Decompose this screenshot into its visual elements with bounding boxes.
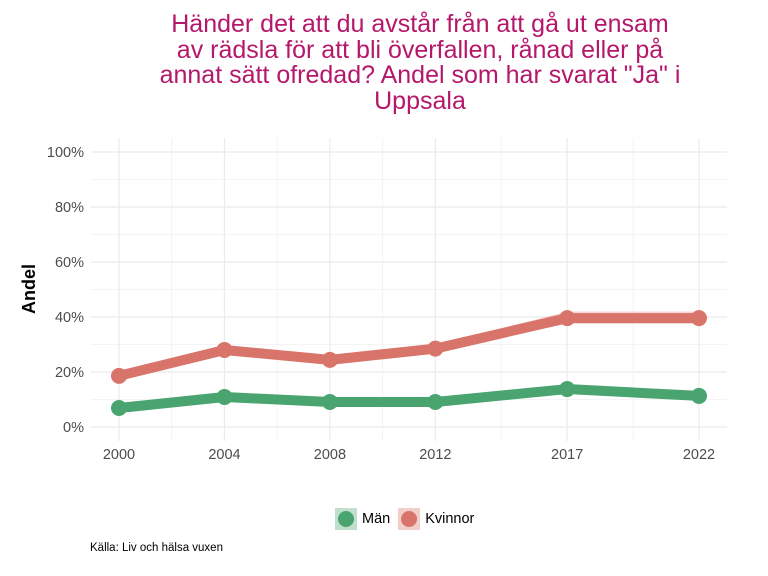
series-points bbox=[111, 310, 707, 417]
y-tick-label: 20% bbox=[55, 365, 84, 381]
data-point-kvinnor bbox=[559, 310, 576, 327]
data-point-kvinnor bbox=[321, 351, 338, 368]
y-tick-label: 0% bbox=[63, 420, 84, 436]
x-tick-label: 2012 bbox=[419, 447, 451, 463]
x-tick-label: 2022 bbox=[683, 447, 715, 463]
legend-label-kvinnor: Kvinnor bbox=[425, 511, 475, 527]
y-axis-label: Andel bbox=[19, 264, 39, 314]
data-point-man bbox=[111, 400, 127, 417]
data-point-man bbox=[321, 393, 338, 410]
x-axis-ticks: 2000 2004 2008 2012 2017 2022 bbox=[103, 447, 715, 463]
y-tick-label: 60% bbox=[55, 255, 84, 271]
x-tick-label: 2000 bbox=[103, 447, 135, 463]
data-point-man bbox=[427, 393, 444, 410]
legend-item-man: Män bbox=[335, 508, 390, 530]
series-line-man bbox=[114, 384, 704, 414]
y-tick-label: 100% bbox=[47, 145, 84, 161]
data-point-kvinnor bbox=[691, 310, 707, 327]
x-tick-label: 2004 bbox=[208, 447, 240, 463]
data-point-man bbox=[691, 387, 707, 404]
title-line: annat sätt ofredad? Andel som har svarat… bbox=[159, 61, 681, 89]
legend-key-kvinnor bbox=[398, 508, 421, 530]
y-axis-ticks: 0% 20% 40% 60% 80% 100% bbox=[47, 145, 84, 436]
data-point-man bbox=[559, 381, 576, 398]
legend-item-kvinnor: Kvinnor bbox=[398, 508, 474, 530]
data-point-man bbox=[216, 389, 233, 406]
data-point-kvinnor bbox=[427, 340, 444, 357]
series-lines bbox=[114, 313, 704, 414]
title-line: av rädsla för att bli överfallen, rånad … bbox=[176, 35, 664, 64]
data-point-kvinnor bbox=[111, 367, 127, 384]
chart-title: Händer det att du avstår från att gå ut … bbox=[120, 10, 720, 115]
legend: Män Kvinnor bbox=[335, 508, 482, 530]
y-tick-label: 40% bbox=[55, 310, 84, 326]
legend-key-man bbox=[335, 508, 357, 530]
x-tick-label: 2017 bbox=[551, 447, 583, 463]
title-line: Händer det att du avstår från att gå ut … bbox=[171, 10, 669, 38]
legend-label-man: Män bbox=[362, 511, 391, 527]
data-point-kvinnor bbox=[216, 342, 233, 358]
x-tick-label: 2008 bbox=[314, 447, 346, 463]
source-caption: Källa: Liv och hälsa vuxen bbox=[90, 542, 223, 554]
y-tick-label: 80% bbox=[55, 200, 84, 216]
title-line: Uppsala bbox=[374, 86, 466, 115]
series-line-kvinnor bbox=[114, 313, 704, 381]
